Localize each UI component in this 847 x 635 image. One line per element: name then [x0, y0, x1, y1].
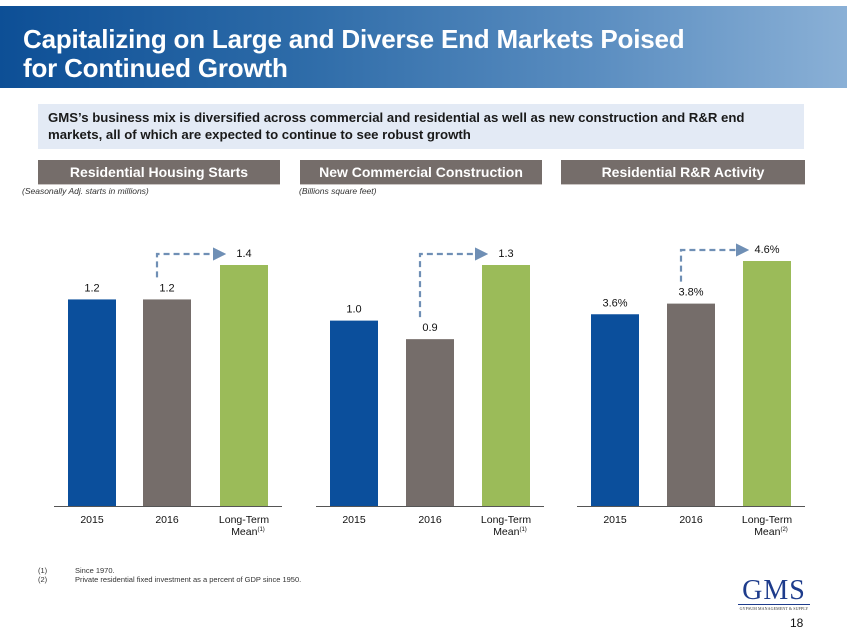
logo-tagline: GYPSUM MANAGEMENT & SUPPLY [738, 604, 810, 611]
data-label-2015: 3.6% [602, 297, 627, 309]
footnote-1-number: (1) [38, 566, 48, 575]
panel-header-rr-activity: Residential R&R Activity [561, 160, 805, 185]
data-label-2015: 1.0 [346, 304, 361, 316]
category-label-long-term-mean: Long-Term [219, 514, 269, 526]
category-label-long-term-mean-line2: Mean(2) [754, 526, 788, 538]
category-label-long-term-mean-line2: Mean(1) [493, 526, 527, 538]
slide-title-line-2: for Continued Growth [23, 53, 288, 83]
category-label-2016: 2016 [155, 514, 179, 526]
data-label-2016: 3.8% [678, 287, 703, 299]
category-label-2015: 2015 [342, 514, 366, 526]
title-banner: Capitalizing on Large and Diverse End Ma… [0, 6, 847, 88]
footnote-reference: (2) [780, 527, 787, 533]
bar-2016 [143, 299, 191, 506]
footnotes: (1) Since 1970. (2) Private residential … [38, 566, 301, 584]
panel-header-housing-starts: Residential Housing Starts [38, 160, 280, 185]
category-label-long-term-mean: Long-Term [481, 514, 531, 526]
footnote-reference: (1) [257, 527, 264, 533]
unit-note-commercial-construction: (Billions square feet) [299, 186, 377, 196]
bar-2015 [591, 314, 639, 506]
bar-2016 [406, 339, 454, 506]
summary-callout: GMS’s business mix is diversified across… [38, 104, 804, 149]
footnote-2-text: Private residential fixed investment as … [75, 575, 302, 584]
bar-long-term-mean [220, 265, 268, 506]
data-label-long-term-mean: 1.3 [498, 248, 513, 260]
data-label-2016: 1.2 [159, 282, 174, 294]
data-label-long-term-mean: 4.6% [754, 244, 779, 256]
slide-title-line-1: Capitalizing on Large and Diverse End Ma… [23, 24, 685, 54]
unit-note-housing-starts: (Seasonally Adj. starts in millions) [22, 186, 149, 196]
data-label-long-term-mean: 1.4 [236, 248, 251, 260]
category-label-2016: 2016 [679, 514, 703, 526]
logo-wordmark: GMS [742, 575, 806, 606]
category-label-2016: 2016 [418, 514, 442, 526]
footnote-1: (1) Since 1970. [38, 566, 301, 575]
slide-title: Capitalizing on Large and Diverse End Ma… [23, 24, 685, 83]
bar-long-term-mean [482, 265, 530, 506]
footnote-2-number: (2) [38, 575, 48, 584]
bar-2016 [667, 303, 715, 506]
footnote-1-text: Since 1970. [75, 566, 115, 575]
category-label-long-term-mean: Long-Term [742, 514, 792, 526]
summary-text: GMS’s business mix is diversified across… [48, 110, 745, 142]
data-label-2015: 1.2 [84, 282, 99, 294]
footnote-2: (2) Private residential fixed investment… [38, 575, 301, 584]
data-label-2016: 0.9 [422, 322, 437, 334]
bar-2015 [68, 299, 116, 506]
category-label-2015: 2015 [80, 514, 104, 526]
footnote-reference: (1) [519, 527, 526, 533]
panel-header-commercial-construction: New Commercial Construction [300, 160, 542, 185]
growth-arrow [418, 247, 489, 318]
category-label-long-term-mean-line2: Mean(1) [231, 526, 265, 538]
growth-arrow [679, 243, 750, 282]
category-label-2015: 2015 [603, 514, 627, 526]
page-number: 18 [790, 616, 804, 630]
bar-long-term-mean [743, 261, 791, 506]
growth-arrow [155, 247, 227, 278]
bar-2015 [330, 320, 378, 506]
gms-logo: GMS GYPSUM MANAGEMENT & SUPPLY [738, 575, 810, 611]
